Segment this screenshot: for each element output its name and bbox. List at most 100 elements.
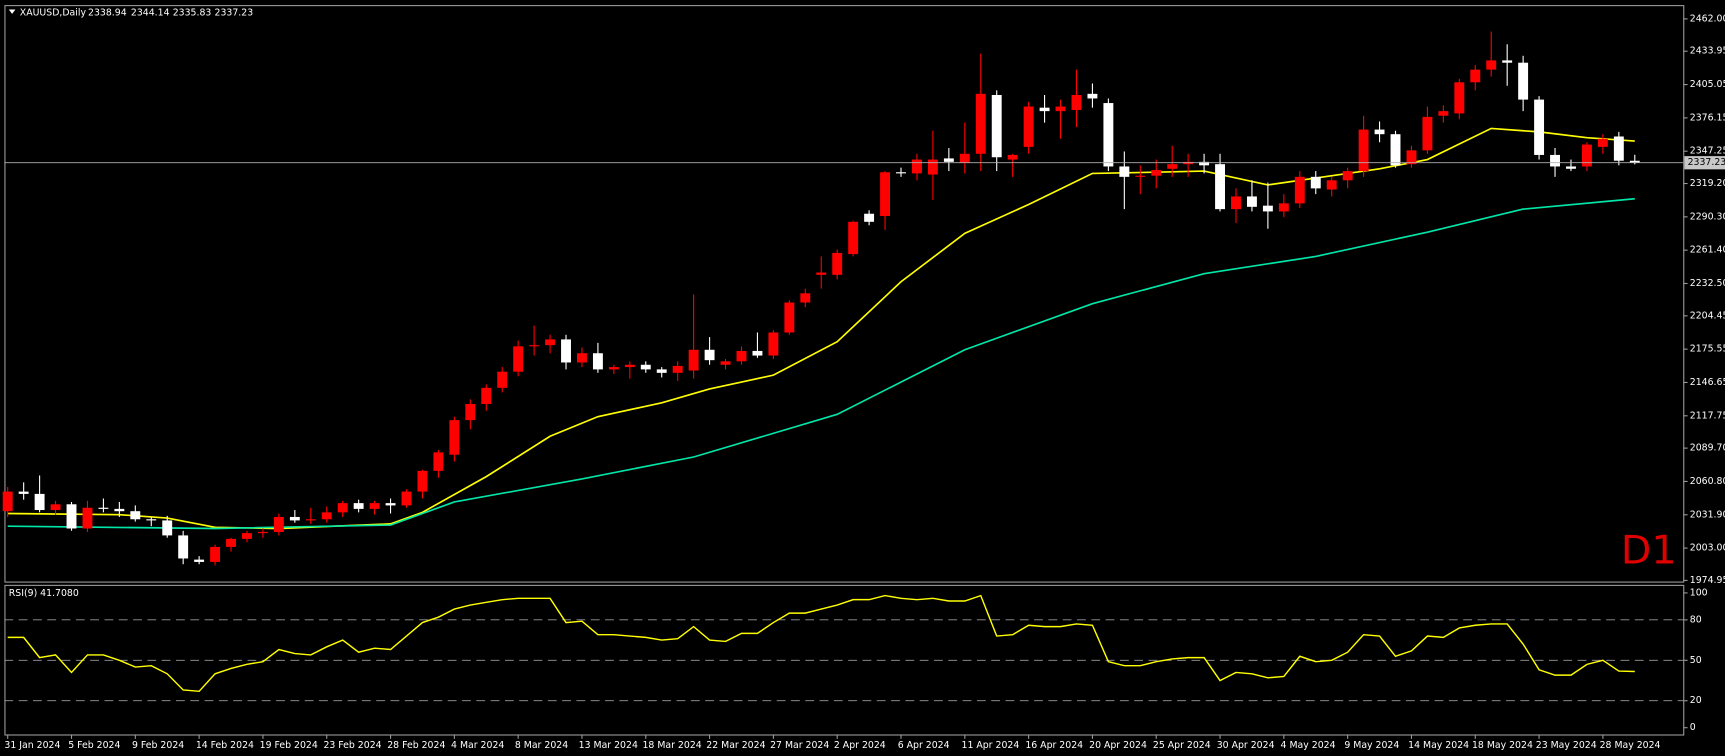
x-tick-label: 14 May 2024 — [1408, 740, 1469, 751]
candle-body — [513, 346, 524, 372]
y-tick-label: 50 — [1690, 655, 1702, 666]
x-tick-label: 14 Feb 2024 — [196, 740, 254, 751]
y-tick-label: 1974.95 — [1690, 575, 1725, 586]
rsi-title: RSI(9) 41.7080 — [9, 588, 79, 599]
candle-body — [1119, 166, 1130, 177]
candle-body — [768, 332, 779, 356]
candle-body — [1502, 60, 1513, 63]
candle-body — [305, 519, 316, 521]
candle-body — [1087, 93, 1098, 99]
candle-body — [1629, 160, 1640, 163]
x-tick-label: 5 Feb 2024 — [68, 740, 120, 751]
y-tick-label: 2146.65 — [1690, 377, 1725, 388]
candle-body — [385, 503, 396, 506]
candle-body — [864, 213, 875, 222]
candle-body — [1613, 136, 1624, 161]
candle-body — [1374, 129, 1385, 135]
x-tick-label: 4 May 2024 — [1281, 740, 1336, 751]
candle-body — [720, 361, 731, 365]
x-tick-label: 16 Apr 2024 — [1025, 740, 1083, 751]
candle-body — [1135, 175, 1146, 177]
menu-triangle — [8, 9, 16, 14]
candle-body — [608, 367, 619, 370]
candle-body — [1103, 103, 1114, 167]
candle-body — [1470, 69, 1481, 83]
x-tick-label: 23 Feb 2024 — [323, 740, 381, 751]
y-tick-label: 2319.20 — [1690, 178, 1725, 189]
candle-body — [178, 535, 189, 559]
candle-body — [130, 511, 141, 520]
candle-body — [369, 503, 380, 509]
candle-body — [896, 172, 906, 174]
candle-body — [1055, 106, 1066, 112]
candle-body — [1422, 116, 1433, 151]
candle-body — [50, 504, 61, 511]
y-tick-label: 100 — [1690, 587, 1708, 598]
watermark: D1 — [1621, 527, 1677, 573]
candle-body — [114, 508, 125, 512]
x-tick-label: 23 May 2024 — [1536, 740, 1597, 751]
candle-body — [18, 491, 29, 494]
candle-body — [353, 503, 364, 509]
y-tick-label: 2462.00 — [1690, 13, 1725, 24]
candle-body — [34, 493, 45, 511]
y-tick-label: 80 — [1690, 614, 1702, 625]
candle-body — [82, 507, 93, 529]
candle-body — [497, 371, 508, 388]
header-high: 2344.14 — [131, 7, 170, 18]
candle-body — [1039, 107, 1050, 112]
y-tick-label: 2232.50 — [1690, 278, 1725, 289]
candle-body — [784, 302, 795, 333]
candle-body — [2, 491, 13, 512]
candle-body — [592, 353, 603, 370]
candle-body — [289, 516, 300, 521]
candle-body — [226, 538, 236, 547]
candle-body — [880, 172, 891, 217]
y-tick-label: 20 — [1690, 695, 1702, 706]
y-tick-label: 2003.00 — [1690, 543, 1725, 554]
candle-body — [321, 512, 332, 520]
candle-body — [1358, 129, 1369, 172]
main-panel-frame — [4, 5, 1685, 583]
candle-body — [1278, 203, 1289, 212]
candle-body — [162, 520, 173, 536]
candle-body — [1438, 111, 1449, 116]
x-tick-label: 6 Apr 2024 — [898, 740, 950, 751]
candle-body — [1390, 134, 1401, 166]
candle-body — [752, 350, 763, 356]
candle-body — [800, 293, 811, 303]
candle-body — [672, 365, 683, 373]
x-tick-label: 2 Apr 2024 — [834, 740, 886, 751]
candle-body — [656, 369, 667, 373]
x-tick-label: 11 Apr 2024 — [962, 740, 1020, 751]
candle-body — [959, 153, 970, 164]
x-tick-label: 9 Feb 2024 — [132, 740, 184, 751]
candle-body — [577, 353, 587, 363]
candle-body — [481, 387, 492, 404]
x-tick-label: 27 Mar 2024 — [770, 740, 829, 751]
candle-body — [832, 252, 843, 275]
candle-body — [1199, 161, 1210, 166]
y-tick-label: 2175.55 — [1690, 344, 1725, 355]
candle-body — [449, 420, 460, 455]
candle-body — [991, 94, 1002, 158]
current-price-box — [1684, 156, 1725, 170]
x-tick-label: 4 Mar 2024 — [451, 740, 504, 751]
candle-body — [1007, 154, 1018, 160]
y-tick-label: 2290.30 — [1690, 211, 1725, 222]
candle-body — [1566, 166, 1576, 169]
candle-body — [146, 519, 157, 521]
moving-average-line — [7, 197, 1635, 530]
candle-body — [943, 158, 954, 162]
candle-body — [273, 516, 284, 532]
y-tick-label: 2117.75 — [1690, 410, 1725, 421]
candle-body — [1151, 169, 1162, 176]
candle-body — [1581, 144, 1592, 167]
candle-body — [1454, 82, 1465, 114]
candle-body — [1534, 99, 1545, 155]
y-tick-label: 2089.70 — [1690, 443, 1725, 454]
candle-body — [433, 452, 444, 471]
header-close: 2337.23 — [215, 7, 254, 18]
x-tick-label: 30 Apr 2024 — [1217, 740, 1275, 751]
